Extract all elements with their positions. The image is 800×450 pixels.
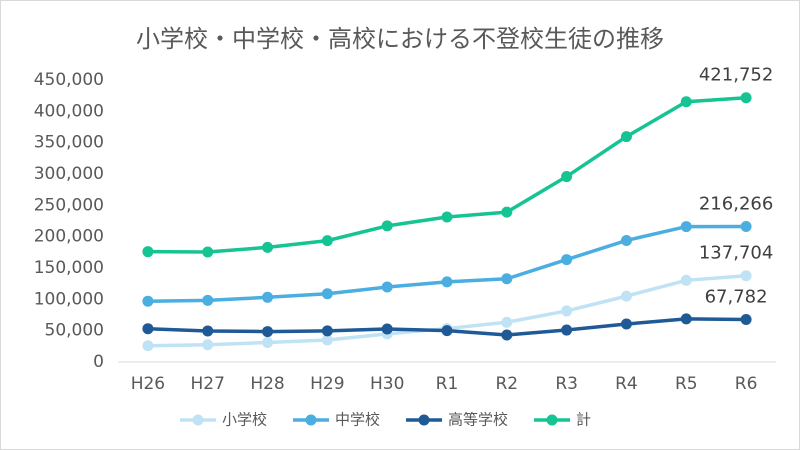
data-point — [680, 96, 692, 108]
data-point — [501, 316, 513, 328]
data-point — [740, 270, 752, 282]
x-tick-label: R5 — [675, 374, 698, 394]
data-point — [740, 220, 752, 232]
data-point — [202, 325, 214, 337]
x-tick-label: R3 — [555, 374, 578, 394]
data-point — [561, 254, 573, 266]
chart-title: 小学校・中学校・高校における不登校生徒の推移 — [136, 25, 664, 53]
y-tick-label: 400,000 — [34, 101, 104, 121]
data-point — [321, 288, 333, 300]
data-point — [202, 339, 214, 351]
x-tick-label: R2 — [495, 374, 518, 394]
x-tick-label: R6 — [735, 374, 758, 394]
x-tick-label: H28 — [250, 374, 284, 394]
data-point — [620, 290, 632, 302]
y-tick-label: 150,000 — [34, 258, 104, 278]
data-point — [142, 323, 154, 335]
data-point — [680, 274, 692, 286]
x-tick-label: R4 — [615, 374, 638, 394]
data-point — [142, 295, 154, 307]
legend-label: 高等学校 — [448, 411, 508, 429]
legend-marker — [546, 414, 558, 426]
data-point — [620, 234, 632, 246]
data-point — [381, 323, 393, 335]
x-tick-label: H30 — [370, 374, 404, 394]
data-point — [321, 325, 333, 337]
data-label: 421,752 — [699, 65, 773, 86]
y-tick-label: 50,000 — [45, 321, 104, 341]
data-point — [321, 334, 333, 346]
legend-marker — [305, 414, 317, 426]
y-tick-label: 0 — [93, 352, 104, 372]
y-tick-label: 250,000 — [34, 195, 104, 215]
data-point — [262, 291, 274, 303]
y-tick-label: 350,000 — [34, 133, 104, 153]
legend-label: 中学校 — [335, 411, 380, 429]
data-point — [441, 325, 453, 337]
y-tick-label: 300,000 — [34, 164, 104, 184]
data-point — [680, 313, 692, 325]
data-point — [262, 336, 274, 348]
data-point — [680, 221, 692, 233]
data-point — [620, 131, 632, 143]
data-point — [381, 281, 393, 293]
x-tick-label: R1 — [436, 374, 459, 394]
legend-marker — [418, 414, 430, 426]
data-point — [620, 318, 632, 330]
data-point — [262, 241, 274, 253]
y-tick-label: 200,000 — [34, 227, 104, 247]
x-tick-label: H27 — [191, 374, 225, 394]
data-point — [740, 92, 752, 104]
data-label: 137,704 — [699, 243, 773, 264]
data-point — [321, 235, 333, 247]
data-label: 67,782 — [705, 287, 768, 308]
data-point — [262, 326, 274, 338]
data-point — [441, 276, 453, 288]
data-point — [501, 273, 513, 285]
data-point — [561, 324, 573, 336]
data-label: 216,266 — [699, 193, 773, 214]
data-point — [561, 171, 573, 183]
data-point — [561, 305, 573, 317]
y-tick-label: 100,000 — [34, 289, 104, 309]
legend-label: 計 — [576, 411, 591, 429]
data-point — [142, 340, 154, 352]
data-point — [202, 294, 214, 306]
data-point — [441, 211, 453, 223]
data-point — [740, 314, 752, 326]
x-tick-label: H26 — [131, 374, 165, 394]
legend-marker — [192, 414, 204, 426]
y-tick-label: 450,000 — [34, 70, 104, 90]
data-point — [142, 246, 154, 258]
data-point — [501, 206, 513, 218]
data-point — [202, 246, 214, 258]
x-tick-label: H29 — [310, 374, 344, 394]
legend-label: 小学校 — [222, 411, 267, 429]
data-point — [381, 220, 393, 232]
data-point — [501, 329, 513, 341]
